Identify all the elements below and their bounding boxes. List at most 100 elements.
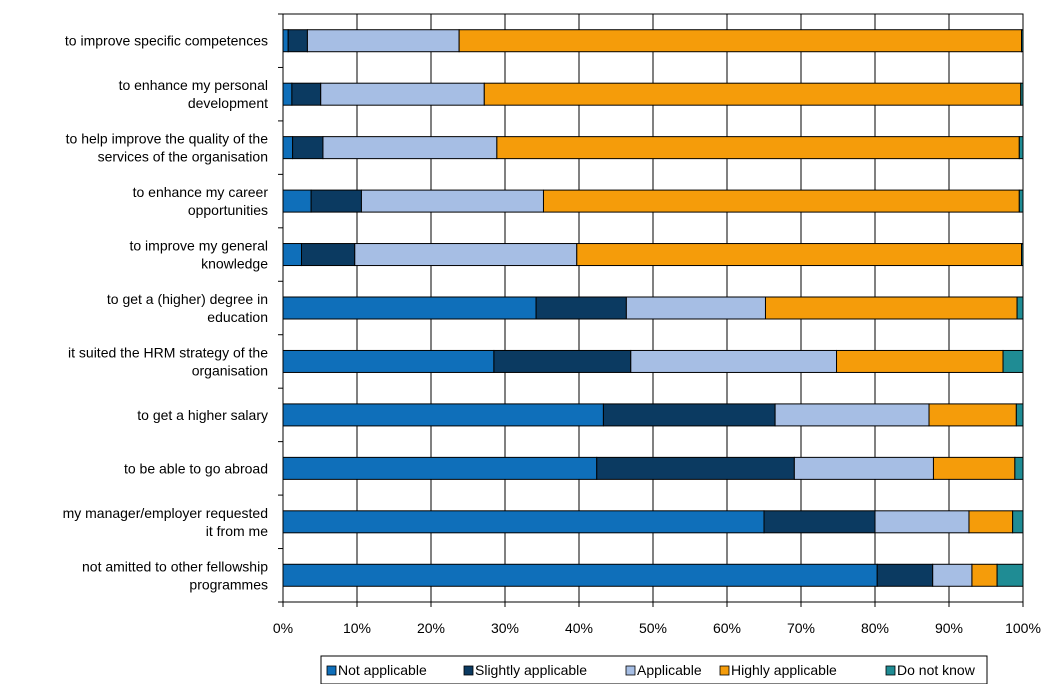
- bar-segment: [306, 29, 460, 53]
- bar-segment: [793, 456, 934, 480]
- category-label: my manager/employer requested: [63, 505, 268, 521]
- category-label: services of the organisation: [98, 149, 268, 165]
- bar-segment: [1021, 29, 1024, 53]
- x-tick-label: 10%: [343, 620, 371, 636]
- bar-segment: [291, 82, 322, 106]
- legend-swatch: [719, 665, 730, 676]
- category-label: to enhance my personal: [119, 77, 268, 93]
- x-tick-label: 30%: [491, 620, 519, 636]
- category-label: not amitted to other fellowship: [82, 558, 268, 574]
- legend: Not applicable Slightly applicable Applica…: [320, 655, 988, 684]
- bar-segment: [542, 189, 1020, 213]
- bar-segment: [282, 243, 302, 267]
- legend-label: Slightly applicable: [475, 662, 587, 678]
- legend-label: Do not know: [897, 662, 976, 678]
- bar-segment: [630, 349, 838, 373]
- bar-segment: [282, 510, 765, 534]
- bar-segment: [968, 510, 1014, 534]
- category-label: opportunities: [188, 202, 268, 218]
- bar-segment: [625, 296, 766, 320]
- x-tick-label: 40%: [565, 620, 593, 636]
- bar-segment: [1020, 82, 1024, 106]
- bar-segment: [874, 510, 970, 534]
- category-label: it suited the HRM strategy of the: [68, 344, 268, 360]
- category-label: to improve my general: [129, 238, 268, 254]
- x-tick-label: 50%: [639, 620, 667, 636]
- legend-swatch: [326, 665, 337, 676]
- category-label: development: [188, 95, 268, 111]
- bar-segment: [322, 136, 498, 160]
- x-tick-label: 0%: [273, 620, 293, 636]
- bar-segment: [483, 82, 1022, 106]
- bar-segment: [836, 349, 1004, 373]
- bar-segment: [932, 563, 973, 587]
- bar-segment: [282, 349, 495, 373]
- category-label: organisation: [192, 362, 268, 378]
- bar-segment: [576, 243, 1023, 267]
- category-label: programmes: [189, 576, 268, 592]
- x-axis: 0% 10% 20% 30% 40% 50% 60% 70% 80% 90% 100%: [273, 13, 1041, 636]
- bar-segment: [1002, 349, 1024, 373]
- bar-segment: [876, 563, 934, 587]
- category-label: knowledge: [201, 256, 268, 272]
- bar-segment: [928, 403, 1017, 427]
- bar-segment: [763, 510, 876, 534]
- x-tick-label: 90%: [935, 620, 963, 636]
- bar-segment: [282, 29, 289, 53]
- bar-segment: [596, 456, 795, 480]
- bar-segment: [493, 349, 632, 373]
- bar-segment: [282, 189, 312, 213]
- bar-segment: [1016, 296, 1024, 320]
- legend-label: Not applicable: [338, 662, 427, 678]
- category-label: education: [207, 309, 268, 325]
- bar-segment: [360, 189, 544, 213]
- category-label: to help improve the quality of the: [66, 131, 269, 147]
- bar-segment: [1018, 189, 1024, 213]
- legend-label: Highly applicable: [731, 662, 837, 678]
- bar-segment: [292, 136, 324, 160]
- bar-segment: [496, 136, 1020, 160]
- bar-segment: [282, 296, 537, 320]
- category-label: it from me: [206, 523, 268, 539]
- bar-segment: [282, 563, 878, 587]
- bar-segment: [764, 296, 1018, 320]
- x-tick-label: 60%: [713, 620, 741, 636]
- bar-segment: [282, 82, 293, 106]
- bar-segment: [535, 296, 627, 320]
- bar-segment: [287, 29, 308, 53]
- bar-segment: [320, 82, 485, 106]
- bar-segment: [774, 403, 930, 427]
- bar-segment: [301, 243, 356, 267]
- category-label: to get a higher salary: [137, 407, 268, 423]
- bar-segment: [971, 563, 998, 587]
- category-label: to enhance my career: [133, 184, 269, 200]
- x-tick-label: 80%: [861, 620, 889, 636]
- bar-segment: [996, 563, 1024, 587]
- x-tick-label: 20%: [417, 620, 445, 636]
- bar-segment: [458, 29, 1023, 53]
- x-tick-label: 70%: [787, 620, 815, 636]
- bar-segment: [282, 456, 598, 480]
- bar-segment: [1012, 510, 1024, 534]
- bar-segment: [602, 403, 776, 427]
- category-label: to improve specific competences: [65, 33, 268, 49]
- category-label: to be able to go abroad: [124, 460, 268, 476]
- bar-segment: [354, 243, 578, 267]
- legend-swatch: [625, 665, 636, 676]
- bar-segment: [932, 456, 1016, 480]
- category-labels: to improve specific competences to enhanc…: [63, 33, 269, 593]
- bar-segment: [1021, 243, 1024, 267]
- bar-segment: [1015, 403, 1024, 427]
- legend-swatch: [885, 665, 896, 676]
- bar-segment: [1018, 136, 1024, 160]
- bar-segment: [1014, 456, 1024, 480]
- category-label: to get a (higher) degree in: [107, 291, 268, 307]
- legend-frame: [320, 655, 988, 684]
- x-tick-label: 100%: [1005, 620, 1041, 636]
- bar-segment: [282, 136, 294, 160]
- legend-label: Applicable: [637, 662, 702, 678]
- bars: [282, 29, 1024, 587]
- bar-segment: [282, 403, 604, 427]
- bar-segment: [310, 189, 362, 213]
